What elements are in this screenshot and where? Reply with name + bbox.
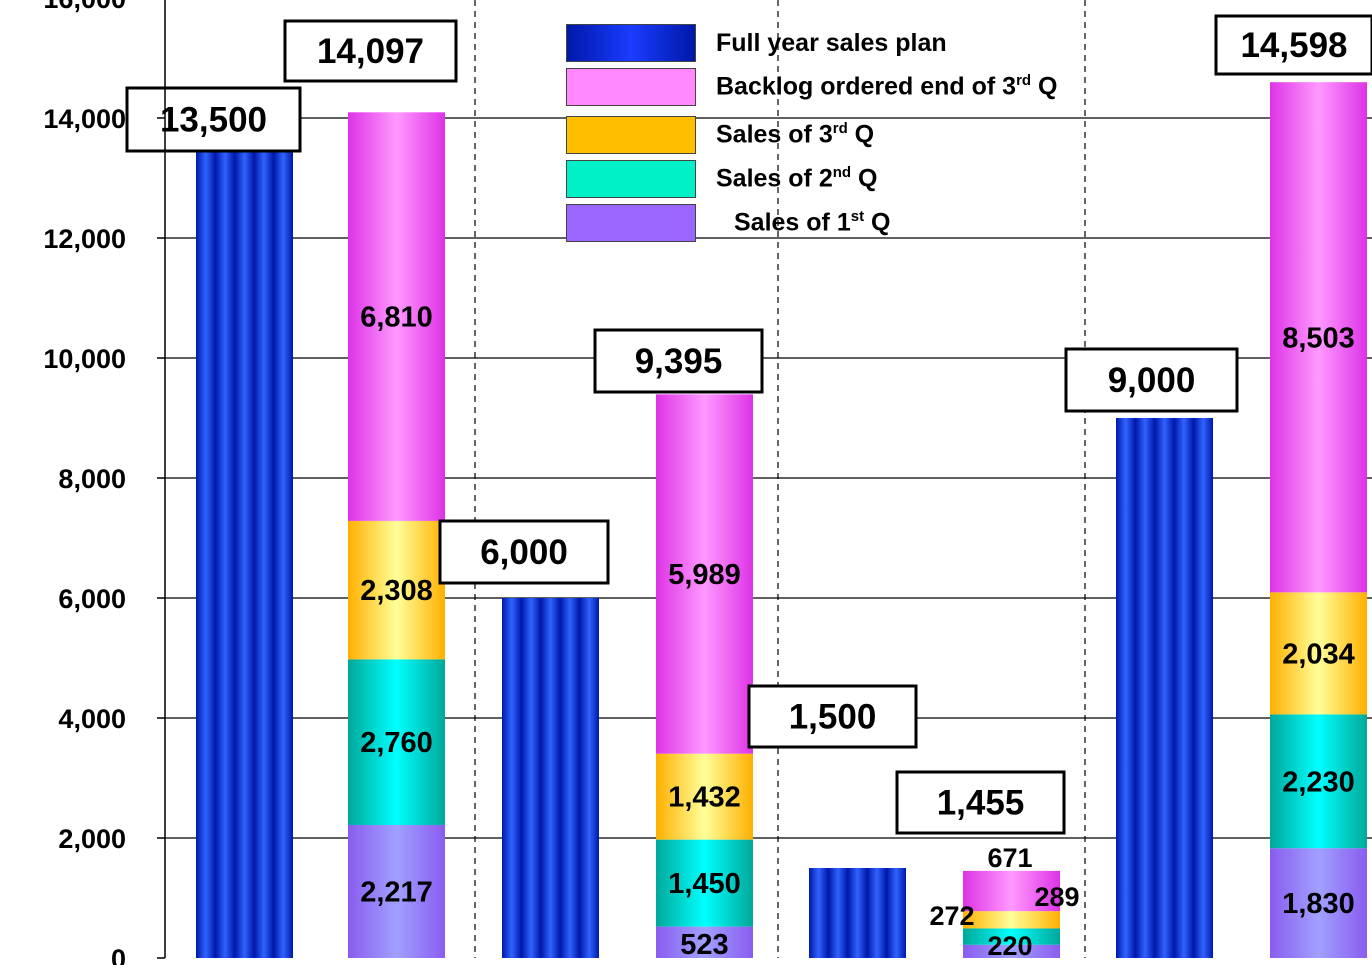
legend-label-q1: Sales of 1st Q <box>734 208 891 237</box>
backlog-data-label: 8,503 <box>1282 322 1355 354</box>
y-tick-label: 2,000 <box>58 824 126 854</box>
legend-swatch-plan <box>566 24 696 62</box>
q3-data-label: 2,308 <box>360 575 433 607</box>
plan-total-label: 13,500 <box>160 101 267 140</box>
q1-data-label: 2,217 <box>360 876 433 908</box>
stack-total-box <box>593 328 764 394</box>
legend-item-q3: Sales of 3rd Q <box>566 116 874 154</box>
legend-item-plan: Full year sales plan <box>566 24 947 62</box>
plan-total-label: 9,000 <box>1108 361 1196 400</box>
stack-total-box <box>895 770 1066 835</box>
plan-bar <box>809 868 906 958</box>
q2-segment <box>656 839 753 927</box>
stack-total-label: 1,455 <box>937 784 1025 823</box>
y-tick-label: 14,000 <box>43 104 126 134</box>
plan-total-box <box>125 86 302 153</box>
plan-total-label: 1,500 <box>789 698 877 737</box>
backlog-segment <box>963 870 1060 912</box>
y-tick-label: 8,000 <box>58 464 126 494</box>
plan-bar <box>1116 418 1213 958</box>
q1-data-label: 220 <box>987 931 1032 961</box>
stack-total-label: 14,598 <box>1240 26 1347 65</box>
q3-segment <box>963 911 1060 929</box>
legend-item-q1: Sales of 1st Q <box>566 204 890 242</box>
y-tick-label: 12,000 <box>43 224 126 254</box>
plan-total-box <box>438 519 610 585</box>
legend-swatch-q1 <box>566 204 696 242</box>
backlog-segment <box>1270 82 1367 593</box>
q2-data-label: 2,760 <box>360 727 433 759</box>
backlog-data-label: 6,810 <box>360 302 433 334</box>
q3-data-label: 289 <box>1034 882 1079 912</box>
stack-total-label: 14,097 <box>317 32 424 71</box>
legend-swatch-q3 <box>566 116 696 154</box>
y-tick-label: 0 <box>111 944 126 965</box>
legend-item-q2: Sales of 2nd Q <box>566 160 877 198</box>
q1-segment <box>656 926 753 958</box>
y-tick-label: 4,000 <box>58 704 126 734</box>
q2-segment <box>963 928 1060 945</box>
stack-total-box <box>283 19 458 83</box>
q2-data-label: 1,450 <box>668 868 741 900</box>
legend-label-q3: Sales of 3rd Q <box>716 120 875 149</box>
plan-bar <box>502 598 599 958</box>
legend-label-plan: Full year sales plan <box>716 28 947 57</box>
plan-bar <box>196 148 293 958</box>
legend-swatch-backlog <box>566 68 696 106</box>
y-tick-label: 6,000 <box>58 584 126 614</box>
backlog-segment <box>348 112 445 521</box>
plan-total-label: 6,000 <box>480 533 568 572</box>
q3-segment <box>348 520 445 660</box>
q3-data-label: 1,432 <box>668 782 741 814</box>
y-tick-label: 16,000 <box>43 0 126 14</box>
stack-total-label: 9,395 <box>635 342 723 381</box>
legend-swatch-q2 <box>566 160 696 198</box>
legend-label-q2: Sales of 2nd Q <box>716 164 878 193</box>
chart-legend: Full year sales plan Backlog ordered end… <box>566 24 1186 254</box>
plan-total-box <box>747 684 918 749</box>
q1-data-label: 1,830 <box>1282 888 1355 920</box>
q1-data-label: 523 <box>680 929 728 961</box>
q2-data-label: 272 <box>929 901 974 931</box>
backlog-data-label: 5,989 <box>668 559 741 591</box>
q3-data-label: 2,034 <box>1282 638 1355 670</box>
backlog-data-label: 671 <box>987 843 1032 873</box>
q1-segment <box>963 944 1060 958</box>
y-tick-label: 10,000 <box>43 344 126 374</box>
q2-data-label: 2,230 <box>1282 766 1355 798</box>
legend-label-backlog: Backlog ordered end of 3rd Q <box>716 72 1058 101</box>
plan-total-box <box>1064 347 1239 413</box>
backlog-segment <box>656 394 753 754</box>
q2-segment <box>1270 714 1367 849</box>
stack-total-box <box>1214 14 1372 76</box>
q3-segment <box>1270 592 1367 715</box>
q3-segment <box>656 753 753 840</box>
legend-item-backlog: Backlog ordered end of 3rd Q <box>566 68 1057 106</box>
q1-segment <box>348 824 445 958</box>
q1-segment <box>1270 848 1367 958</box>
q2-segment <box>348 659 445 825</box>
